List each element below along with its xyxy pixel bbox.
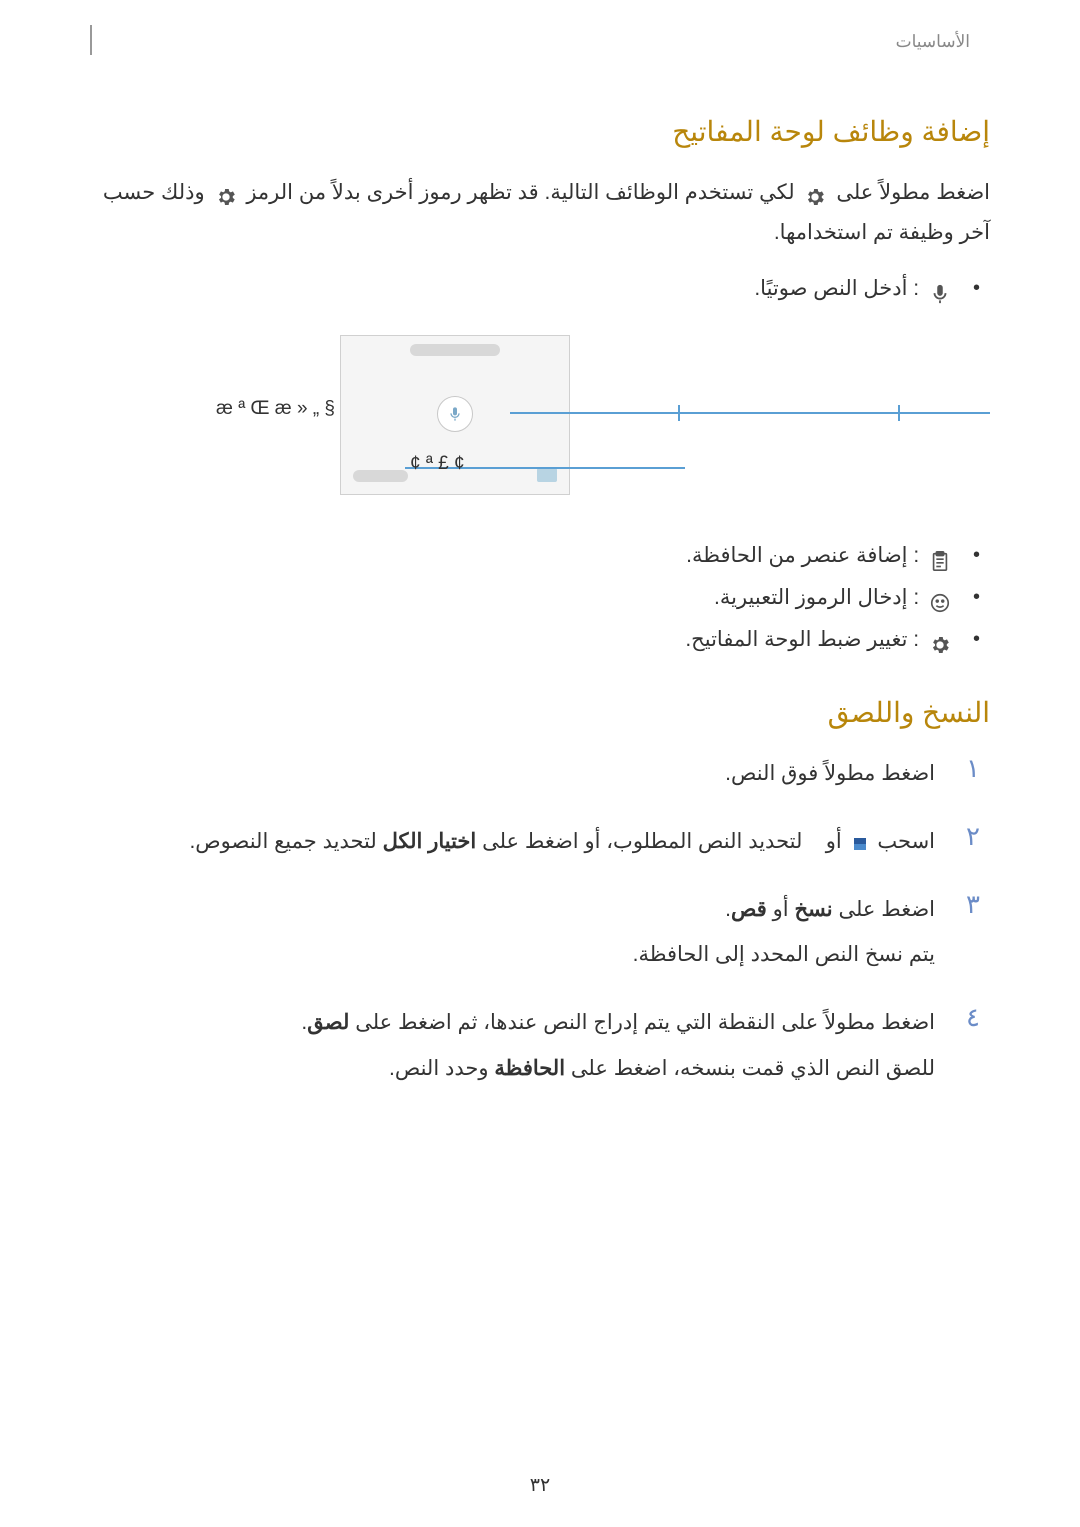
panel-keyboard-icon [537,468,557,482]
breadcrumb: الأساسيات [896,32,970,52]
header-divider [90,25,92,55]
intro-part1: اضغط مطولاً على [836,181,990,204]
step4-sub-bold: الحافظة [494,1057,565,1080]
intro-part2: لكي تستخدم الوظائف التالية. قد تظهر رموز… [246,181,794,204]
gear-icon [929,629,951,651]
step4-bold: لصق [307,1011,349,1034]
step4-sub-end: وحدد النص. [389,1057,488,1080]
bullet-list-top: : أدخل النص صوتيًا. [90,268,990,310]
bullet-mic-text: : أدخل النص صوتيًا. [754,277,919,300]
panel-placeholder-top [410,344,500,356]
gear-icon [804,182,826,204]
bullet-list-bottom: : إضافة عنصر من الحافظة. : إدخال الرموز … [90,535,990,661]
callout-line-right [510,412,990,414]
bullet-smiley-text: : إدخال الرموز التعبيرية. [714,586,919,609]
gear-icon [215,182,237,204]
selection-handle-icon [852,832,868,852]
step2-end: لتحديد جميع النصوص. [189,830,376,853]
step-2-text: اسحب أو لتحديد النص المطلوب، أو اضغط على… [90,822,935,862]
step-num-2: ٢ [966,822,980,852]
step-2: ٢ اسحب أو لتحديد النص المطلوب، أو اضغط ع… [90,822,990,862]
step4-pre: اضغط مطولاً على النقطة التي يتم إدراج ال… [355,1011,935,1034]
bullet-clipboard-text: : إضافة عنصر من الحافظة. [686,544,919,567]
step3-bold1: نسخ [794,898,832,921]
step-4-sub: للصق النص الذي قمت بنسخه، اضغط على الحاف… [90,1049,935,1089]
panel-mic-button [437,396,473,432]
callout-label-left: ¢ ª £ ¢ [410,453,465,475]
step2-bold: اختيار الكل [383,830,477,853]
bullet-clipboard: : إضافة عنصر من الحافظة. [90,535,990,577]
numbered-steps: ١ اضغط مطولاً فوق النص. ٢ اسحب أو لتحديد… [90,754,990,1089]
smiley-icon [929,587,951,609]
step-3-sub: يتم نسخ النص المحدد إلى الحافظة. [90,935,935,975]
step-4: ٤ اضغط مطولاً على النقطة التي يتم إدراج … [90,1003,990,1089]
step-3: ٣ اضغط على نسخ أو قص. يتم نسخ النص المحد… [90,890,990,976]
step3-pre: اضغط على [838,898,935,921]
step-1-text: اضغط مطولاً فوق النص. [90,754,935,794]
section2-title: النسخ واللصق [90,696,990,729]
step-num-3: ٣ [966,890,980,920]
callout-tick [898,405,900,421]
step2-mid: أو [826,830,842,853]
step-1: ١ اضغط مطولاً فوق النص. [90,754,990,794]
step3-mid: أو [773,898,789,921]
bullet-smiley: : إدخال الرموز التعبيرية. [90,577,990,619]
step4-sub-pre: للصق النص الذي قمت بنسخه، اضغط على [571,1057,935,1080]
step-num-4: ٤ [966,1003,980,1033]
step-3-text: اضغط على نسخ أو قص. [90,890,935,930]
section1-title: إضافة وظائف لوحة المفاتيح [90,115,990,148]
bullet-gear-text: : تغيير ضبط الوحة المفاتيح. [685,628,919,651]
panel-placeholder-bottom [353,470,408,482]
step-num-1: ١ [966,754,980,784]
mic-icon [929,278,951,300]
bullet-mic: : أدخل النص صوتيًا. [90,268,990,310]
clipboard-icon [929,545,951,567]
callout-inner-tick [678,405,680,421]
page-number: ٣٢ [530,1474,550,1497]
step3-bold2: قص [731,898,767,921]
callout-label-right: æ ª Œ æ » „ § [216,398,335,420]
keyboard-figure: æ ª Œ æ » „ § ¢ ª £ ¢ [90,335,990,505]
step2-post: لتحديد النص المطلوب، أو اضغط على [482,830,802,853]
step-4-text: اضغط مطولاً على النقطة التي يتم إدراج ال… [90,1003,935,1043]
bullet-gear: : تغيير ضبط الوحة المفاتيح. [90,619,990,661]
step2-pre: اسحب [877,830,935,853]
section1-intro: اضغط مطولاً على لكي تستخدم الوظائف التال… [90,173,990,253]
